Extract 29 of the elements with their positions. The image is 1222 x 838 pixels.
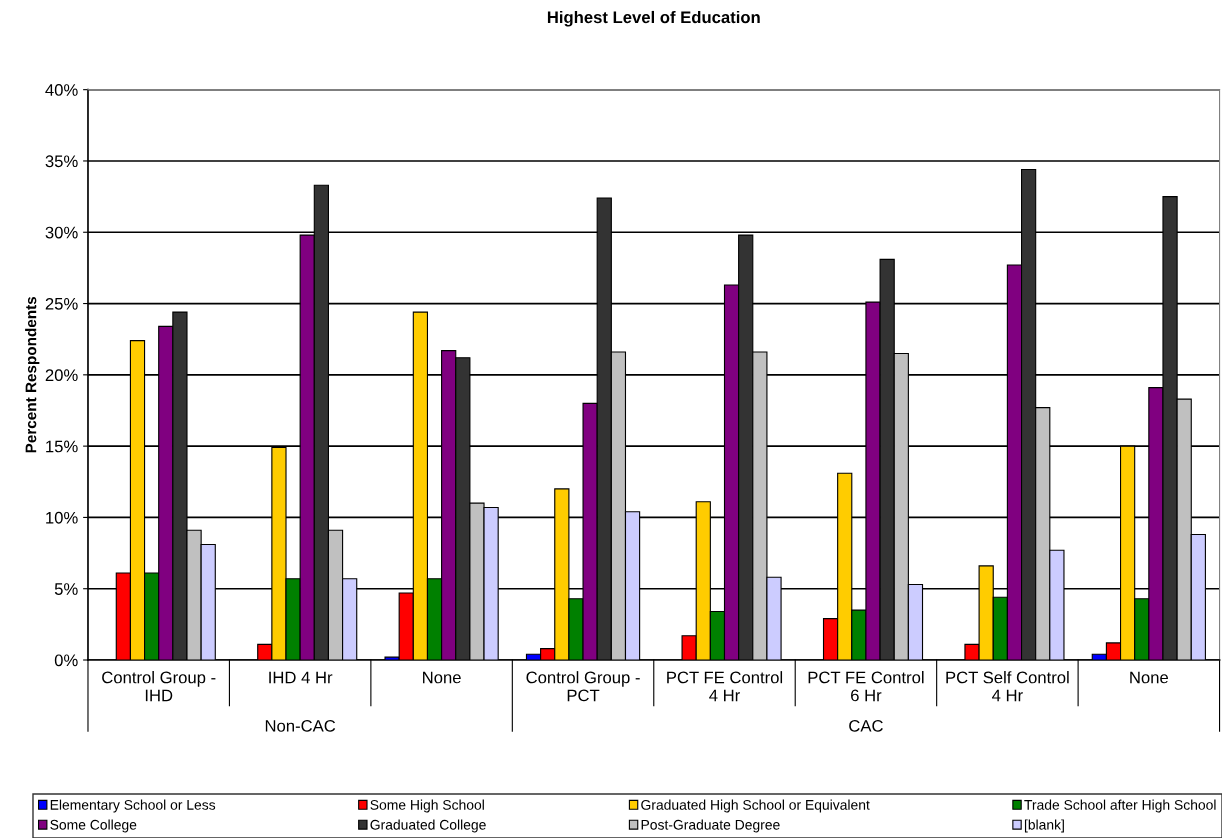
x-tick-label: PCT FE Control 6 Hr (808, 671, 924, 702)
x-tick-label: None (1130, 671, 1169, 684)
x-tick-label: None (423, 671, 461, 684)
x-tick-label: IHD 4 Hr (269, 671, 333, 684)
x-tick-label: Control Group - PCT (526, 671, 640, 702)
y-tick-label: 30% (45, 226, 78, 239)
y-tick-label: 15% (46, 440, 78, 453)
y-axis-title: Percent Respondents (25, 296, 40, 453)
y-tick-label: 5% (54, 583, 78, 595)
text: CAC (849, 719, 883, 732)
x-tick-label: PCT Self Control 4 Hr (946, 671, 1069, 702)
chart-title: Highest Level of Education (547, 10, 760, 27)
legend-label: Some High School (370, 799, 484, 813)
legend-label: Some College (50, 819, 137, 833)
y-tick-label: 25% (45, 297, 78, 310)
y-tick-label: 35% (45, 155, 78, 168)
y-tick-label: 0% (54, 654, 78, 667)
legend-label: Graduated High School or Equivalent (641, 799, 870, 813)
y-tick-label: 10% (46, 511, 78, 524)
legend-label: Elementary School or Less (50, 799, 216, 813)
legend-label: Graduated College (370, 819, 486, 833)
y-tick-label: 20% (45, 369, 78, 382)
x-tick-label: Control Group - IHD (102, 671, 216, 702)
text: Non-CAC (265, 719, 336, 732)
legend-label: [blank] (1024, 819, 1064, 833)
y-tick-label: 40% (45, 84, 78, 96)
legend-label: Trade School after High School (1024, 799, 1216, 813)
x-tick-label: PCT FE Control 4 Hr (667, 671, 783, 702)
legend-label: Post-Graduate Degree (641, 819, 780, 833)
